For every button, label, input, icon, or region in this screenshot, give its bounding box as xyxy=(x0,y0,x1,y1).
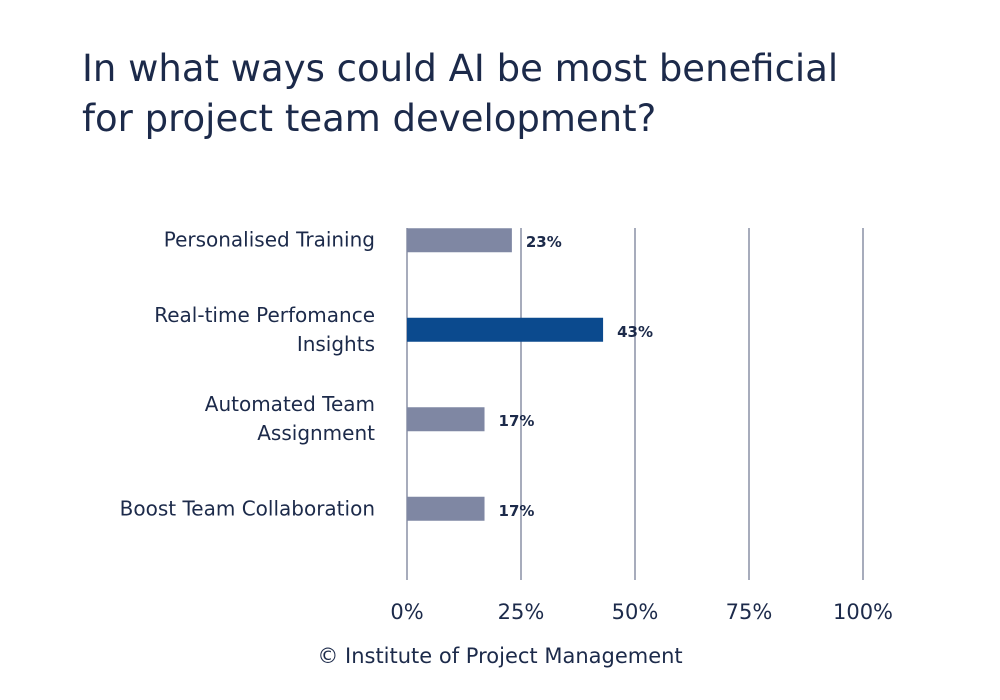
value-label: 17% xyxy=(498,412,535,431)
x-tick-label: 25% xyxy=(497,600,545,624)
x-tick-label: 50% xyxy=(611,600,659,624)
bar xyxy=(407,317,604,342)
y-tick-label: Real-time Perfomance Insights xyxy=(154,302,375,356)
value-label: 17% xyxy=(498,501,535,520)
x-tick-label: 100% xyxy=(832,600,894,624)
value-label: 43% xyxy=(617,322,653,341)
chart-title: In what ways could AI be most beneficial… xyxy=(82,47,839,140)
x-tick-label: 0% xyxy=(390,600,424,624)
y-tick-label: Personalised Training xyxy=(163,227,375,252)
source: © Institute of Project Management xyxy=(317,644,683,668)
y-tick-label: Automated Team Assignment xyxy=(204,392,375,446)
bar xyxy=(407,228,512,253)
y-tick-label: Boost Team Collaboration xyxy=(119,496,375,521)
value-label: 23% xyxy=(525,233,562,252)
bar xyxy=(407,407,485,432)
x-tick-label: 75% xyxy=(725,600,773,624)
bar xyxy=(407,496,485,521)
